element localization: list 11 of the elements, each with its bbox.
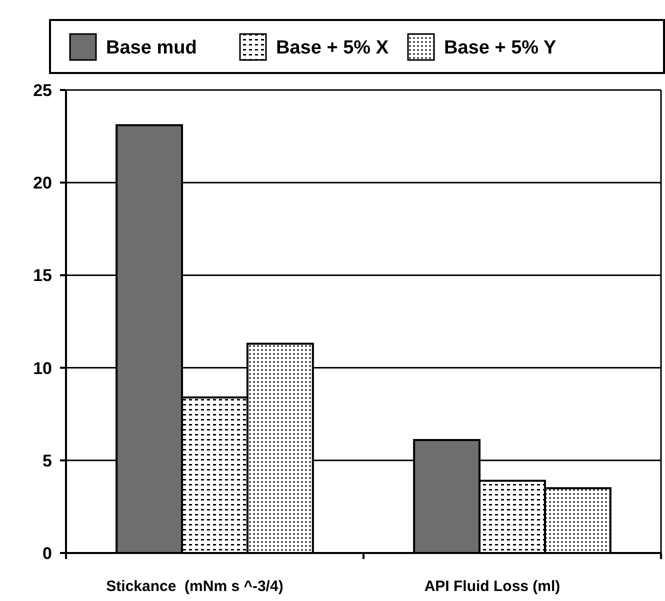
x-tick-label: Stickance (mNm s ^-3/4) [106, 578, 284, 595]
y-tick-label: 5 [42, 451, 52, 470]
y-tick-label: 0 [42, 544, 52, 563]
legend-label: Base + 5% Y [444, 38, 556, 59]
y-tick-label: 20 [33, 174, 52, 193]
legend-label: Base + 5% X [276, 38, 389, 59]
legend-label: Base mud [106, 38, 197, 59]
y-tick-label: 25 [33, 80, 52, 100]
y-tick-label: 10 [33, 358, 52, 378]
y-tick-label: 15 [33, 266, 52, 286]
x-tick-label: API Fluid Loss (ml) [424, 578, 560, 595]
